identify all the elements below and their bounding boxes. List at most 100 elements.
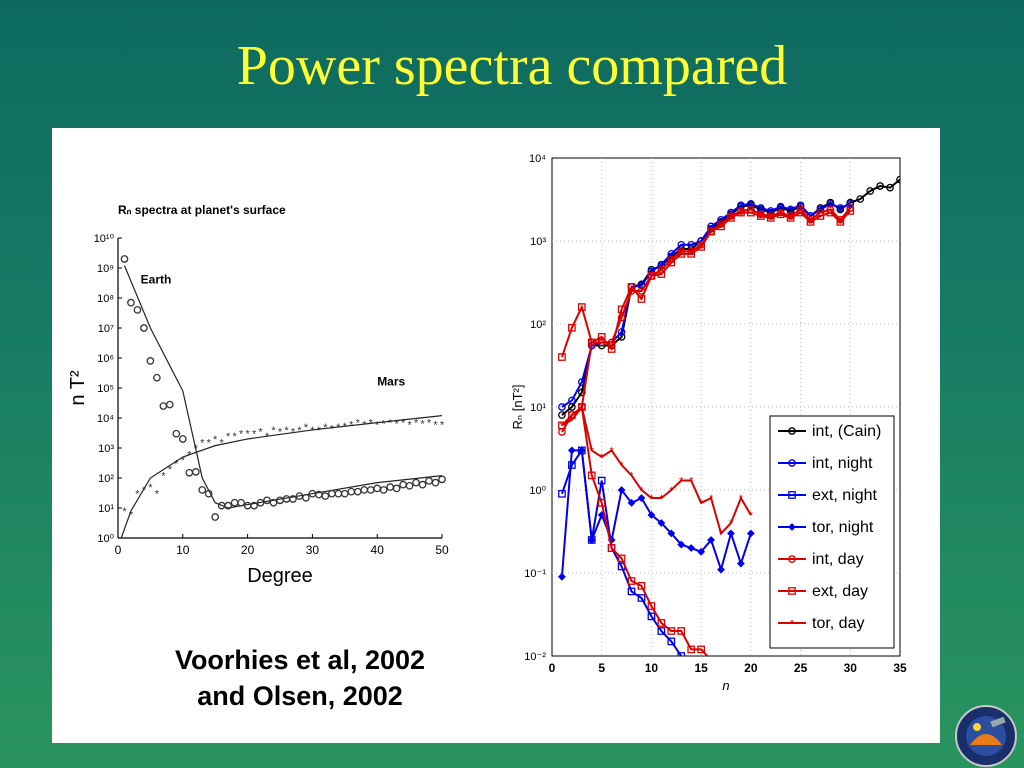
data-point: *	[310, 425, 315, 437]
legend-box	[769, 415, 895, 649]
data-point	[806, 218, 815, 226]
data-point	[617, 333, 626, 341]
data-point	[667, 637, 676, 646]
data-point	[697, 243, 705, 251]
data-point	[558, 421, 566, 430]
data-point	[198, 486, 207, 494]
data-point	[627, 283, 636, 291]
data-point: *	[278, 427, 283, 439]
annotation-mars: Mars	[377, 375, 405, 389]
data-point: *	[323, 422, 328, 434]
y-tick-label: 10⁻²	[524, 651, 546, 663]
series-line	[560, 449, 752, 577]
data-point	[627, 587, 636, 596]
data-point	[667, 529, 676, 538]
data-point	[191, 468, 200, 476]
legend-marker	[788, 555, 796, 563]
data-point: *	[388, 418, 393, 430]
data-point: *	[122, 506, 127, 518]
data-point: *	[570, 415, 575, 427]
data-point	[211, 513, 220, 521]
data-point	[657, 519, 666, 527]
legend-label: int, day	[812, 551, 864, 568]
data-point	[607, 544, 616, 552]
data-point	[360, 486, 369, 494]
data-point	[340, 489, 349, 498]
data-point	[866, 187, 875, 195]
data-point: *	[433, 420, 438, 432]
y-tick-label: 10⁹	[97, 263, 114, 275]
x-tick-label: 15	[694, 661, 708, 675]
data-point: *	[129, 510, 134, 522]
data-point	[737, 208, 745, 217]
y-axis-label: Rₙ [nT²]	[510, 385, 525, 430]
data-point	[597, 476, 606, 485]
data-point	[766, 214, 775, 222]
data-point	[597, 338, 606, 347]
data-point: *	[258, 427, 263, 439]
data-point	[185, 468, 194, 477]
data-point	[127, 298, 135, 307]
data-point	[707, 655, 715, 656]
data-point: *	[232, 431, 237, 443]
data-point: *	[226, 431, 231, 443]
x-tick-label: 30	[306, 543, 320, 557]
data-point: *	[719, 528, 724, 540]
data-point	[567, 446, 576, 455]
data-point: *	[271, 425, 276, 437]
x-tick-label: 25	[794, 661, 808, 675]
earth-mars-spectrum-chart: Rₙ spectra at planet's surface 10⁰ 10¹ 10² 1…	[67, 203, 449, 587]
y-tick-label: 10⁻¹	[524, 568, 546, 580]
data-point: *	[407, 420, 412, 432]
data-point	[617, 328, 626, 336]
data-point: *	[161, 471, 166, 483]
legend-label: tor, day	[812, 615, 864, 632]
legend-label: ext, night	[812, 487, 877, 504]
data-point: *	[639, 485, 644, 497]
data-point	[677, 540, 686, 549]
data-point	[687, 250, 696, 258]
data-point: *	[148, 482, 153, 494]
data-point	[796, 208, 805, 217]
data-point: *	[749, 510, 754, 522]
data-point: *	[330, 423, 335, 435]
data-point	[165, 400, 174, 409]
legend: int, (Cain) int, night ext, night tor, nigh…	[769, 415, 895, 649]
data-point	[746, 529, 755, 538]
data-point	[876, 182, 884, 190]
x-tick-label: 0	[115, 543, 122, 557]
data-point	[224, 501, 233, 510]
y-tick-label: 10⁶	[97, 353, 114, 365]
x-tick-label: 50	[435, 543, 449, 557]
data-point	[697, 547, 706, 556]
legend-marker: *	[790, 618, 795, 630]
data-point	[568, 323, 576, 332]
data-point	[707, 536, 715, 544]
data-point	[250, 501, 258, 510]
y-tick-label: 10⁰	[529, 485, 546, 497]
series-earth	[120, 255, 446, 521]
chart-title: Rₙ spectra at planet's surface	[118, 203, 286, 217]
data-point	[558, 411, 566, 419]
data-point: *	[420, 419, 425, 431]
data-point	[269, 498, 278, 507]
data-point: *	[560, 420, 565, 432]
data-point	[667, 258, 676, 267]
data-point	[347, 487, 356, 496]
data-point	[321, 492, 330, 500]
x-tick-label: 10	[645, 661, 659, 675]
x-tick-label: 0	[549, 661, 556, 675]
series-line	[560, 210, 852, 358]
data-point: *	[349, 420, 354, 432]
citation: Voorhies et al, 2002 and Olsen, 2002	[120, 642, 480, 714]
data-point	[846, 200, 855, 208]
y-tick-label: 10⁸	[97, 293, 114, 305]
y-tick-label: 10⁴	[529, 153, 546, 165]
series-line	[561, 405, 709, 656]
data-point: *	[174, 459, 179, 471]
data-point: *	[213, 434, 218, 446]
data-point	[353, 487, 362, 496]
x-axis-label: n	[722, 678, 729, 693]
data-point	[697, 645, 705, 654]
data-point: *	[659, 493, 664, 505]
